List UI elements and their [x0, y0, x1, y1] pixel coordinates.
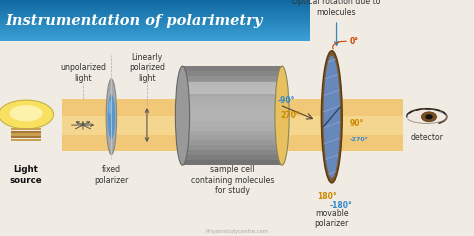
Bar — [0, 13, 310, 14]
Bar — [0, 20, 310, 21]
Text: Instrumentation of polarimetry: Instrumentation of polarimetry — [6, 14, 263, 28]
Ellipse shape — [425, 114, 433, 119]
Bar — [182, 86, 282, 91]
Bar — [11, 133, 41, 136]
Bar — [0, 21, 310, 22]
Bar — [182, 155, 282, 160]
Bar — [182, 111, 282, 116]
Bar — [0, 7, 310, 8]
Bar — [182, 135, 282, 140]
Bar — [0, 3, 310, 4]
Bar — [182, 131, 282, 135]
Text: Optical rotation due to
molecules: Optical rotation due to molecules — [292, 0, 381, 17]
Text: -270°: -270° — [349, 137, 368, 143]
Bar — [0, 32, 310, 33]
Text: fixed
polarizer: fixed polarizer — [94, 165, 128, 185]
Bar — [182, 145, 282, 150]
Bar — [182, 96, 282, 101]
Bar — [182, 71, 282, 76]
Bar — [0, 22, 310, 23]
Bar — [182, 91, 282, 96]
Text: movable
polarizer: movable polarizer — [315, 209, 349, 228]
Bar — [182, 150, 282, 155]
Bar — [0, 38, 310, 39]
Text: unpolarized
light: unpolarized light — [60, 63, 106, 83]
Ellipse shape — [323, 56, 340, 178]
Bar — [0, 9, 310, 10]
Bar — [182, 116, 282, 121]
Ellipse shape — [109, 100, 111, 114]
Text: Linearly
polarized
light: Linearly polarized light — [129, 53, 165, 83]
Text: -180°: -180° — [330, 201, 353, 210]
Ellipse shape — [275, 66, 289, 165]
Bar — [0, 25, 310, 26]
Text: 270°: 270° — [281, 111, 300, 120]
Bar — [0, 28, 310, 29]
Bar — [0, 10, 310, 11]
Bar — [182, 82, 282, 94]
Text: detector: detector — [410, 133, 443, 142]
Bar — [182, 126, 282, 131]
Text: Priyamstudycentre.com: Priyamstudycentre.com — [206, 229, 268, 234]
Bar — [0, 30, 310, 31]
Bar — [182, 140, 282, 145]
Bar — [0, 39, 310, 40]
Bar — [0, 40, 310, 41]
Text: Light
source: Light source — [10, 165, 42, 185]
Bar — [0, 37, 310, 38]
Text: sample cell
containing molecules
for study: sample cell containing molecules for stu… — [191, 165, 274, 195]
Bar — [0, 14, 310, 16]
Bar — [0, 34, 310, 35]
Bar — [0, 23, 310, 24]
Ellipse shape — [106, 79, 117, 155]
Bar — [0, 35, 310, 36]
Bar — [11, 131, 41, 133]
Bar — [11, 128, 41, 130]
Bar — [182, 66, 282, 71]
Bar — [0, 2, 310, 3]
Bar — [0, 26, 310, 27]
Bar — [0, 31, 310, 32]
Bar — [0, 17, 310, 19]
Bar — [0, 4, 310, 5]
Bar — [0, 24, 310, 25]
Ellipse shape — [421, 112, 437, 122]
Bar — [62, 99, 403, 151]
Bar — [182, 101, 282, 106]
Ellipse shape — [9, 105, 43, 122]
Bar — [0, 6, 310, 7]
Bar — [0, 16, 310, 17]
Bar — [182, 121, 282, 126]
Bar — [0, 11, 310, 13]
Bar — [182, 81, 282, 86]
Bar — [0, 36, 310, 37]
Ellipse shape — [0, 100, 54, 129]
Bar — [11, 136, 41, 138]
Bar — [0, 0, 310, 1]
Ellipse shape — [108, 94, 115, 139]
Bar — [0, 27, 310, 28]
Bar — [0, 5, 310, 6]
Bar — [182, 76, 282, 81]
Bar — [0, 19, 310, 20]
Bar — [12, 127, 40, 128]
Bar — [182, 106, 282, 111]
Ellipse shape — [407, 109, 447, 125]
Bar — [182, 160, 282, 165]
Text: 0°: 0° — [349, 37, 358, 46]
Bar — [0, 33, 310, 34]
Ellipse shape — [321, 51, 342, 183]
Text: -90°: -90° — [278, 96, 295, 105]
Bar — [11, 139, 41, 141]
Text: 90°: 90° — [349, 119, 364, 128]
Bar — [0, 1, 310, 2]
Text: 180°: 180° — [317, 192, 337, 201]
Ellipse shape — [175, 66, 190, 165]
Bar — [0, 8, 310, 9]
Bar — [0, 29, 310, 30]
Bar — [62, 116, 403, 135]
